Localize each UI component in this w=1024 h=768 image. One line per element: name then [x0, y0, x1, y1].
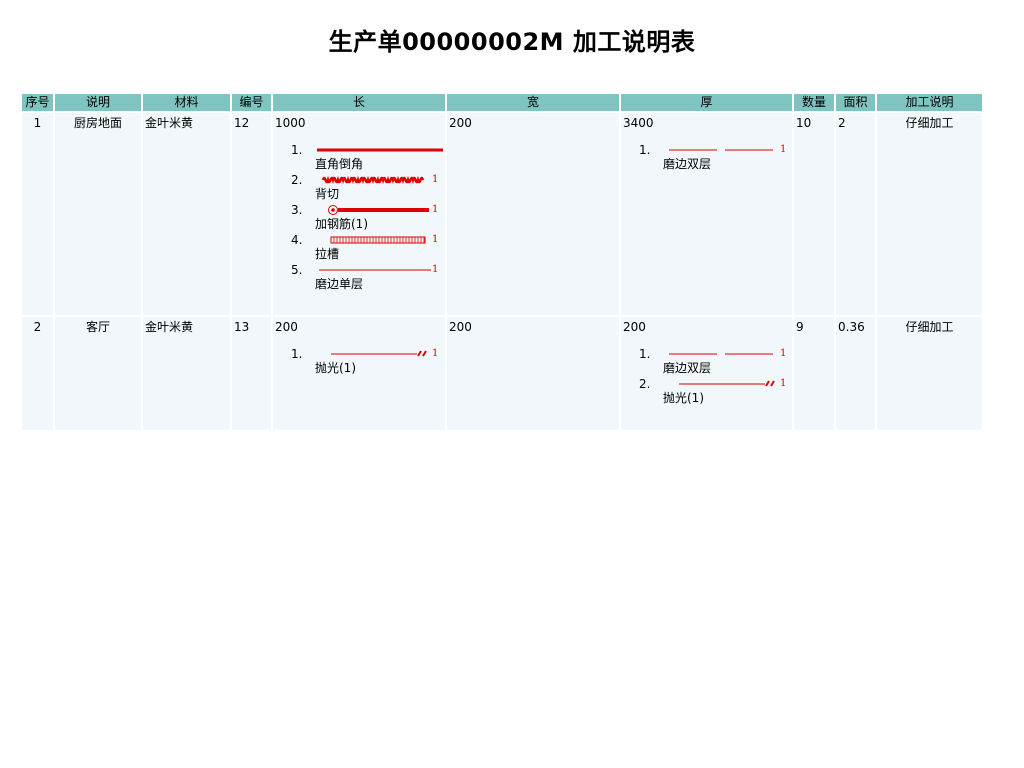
process-count: 1 — [432, 264, 439, 275]
cell-area: 0.36 — [835, 315, 877, 430]
thin-line-icon: 1 — [315, 263, 443, 277]
process-item-number: 5. — [291, 263, 303, 277]
process-item: 4. 1 拉槽 — [275, 233, 443, 261]
polish-line-icon: 1 — [663, 377, 791, 391]
column-header-seq: 序号 — [22, 94, 55, 112]
thickness-value: 3400 — [623, 116, 654, 130]
process-count: 1 — [432, 204, 439, 215]
cell-qty: 9 — [793, 315, 836, 430]
processing-table: 序号 说明 材料 编号 长 宽 厚 数量 面积 加工说明 1 厨房地面 金叶米黄… — [22, 94, 984, 430]
table-row: 2 客厅 金叶米黄 13 200 1. 1 抛光(1) 200 200 1. 1 磨… — [22, 315, 984, 430]
process-item-number: 2. — [291, 173, 303, 187]
cell-material: 金叶米黄 — [142, 315, 232, 430]
length-process-list: 1. 直角倒角 2. 1 背切 3. 1 加钢筋(1) 4. 1 拉槽 5. 1 磨边单层 — [275, 143, 443, 291]
column-header-code: 编号 — [231, 94, 273, 112]
column-header-process: 加工说明 — [876, 94, 984, 112]
process-count: 1 — [780, 348, 787, 359]
table-row: 1 厨房地面 金叶米黄 12 1000 1. 直角倒角 2. 1 背切 3. 1 加钢筋(1… — [22, 111, 984, 316]
process-item-number: 2. — [639, 377, 651, 391]
rebar-line-icon: 1 — [315, 203, 443, 217]
table-header-row: 序号 说明 材料 编号 长 宽 厚 数量 面积 加工说明 — [22, 94, 984, 112]
width-value: 200 — [449, 116, 472, 130]
process-count: 1 — [432, 348, 439, 359]
process-item-label: 直角倒角 — [315, 157, 364, 171]
column-header-width: 宽 — [446, 94, 621, 112]
column-header-qty: 数量 — [793, 94, 836, 112]
process-item: 3. 1 加钢筋(1) — [275, 203, 443, 231]
process-item-number: 1. — [291, 143, 303, 157]
cell-material: 金叶米黄 — [142, 111, 232, 316]
process-item-label: 拉槽 — [315, 247, 340, 261]
process-item: 1. 1 磨边双层 — [623, 347, 790, 375]
straight-thick-icon — [315, 143, 443, 157]
polish-line-icon: 1 — [315, 347, 443, 361]
process-item-number: 3. — [291, 203, 303, 217]
thickness-process-list: 1. 1 磨边双层 — [623, 143, 790, 171]
process-item: 2. 1 抛光(1) — [623, 377, 790, 405]
double-line-icon: 1 — [663, 143, 791, 157]
cell-code: 12 — [231, 111, 273, 316]
cell-desc: 厨房地面 — [54, 111, 143, 316]
page-title: 生产单00000002M 加工说明表 — [328, 28, 696, 56]
cell-desc: 客厅 — [54, 315, 143, 430]
thickness-process-list: 1. 1 磨边双层 2. 1 抛光(1) — [623, 347, 790, 405]
length-value: 1000 — [275, 116, 306, 130]
width-value: 200 — [449, 320, 472, 334]
cell-process: 仔细加工 — [876, 315, 984, 430]
wave-line-icon: 1 — [315, 173, 443, 187]
process-item: 1. 直角倒角 — [275, 143, 443, 171]
cell-length: 200 1. 1 抛光(1) — [272, 315, 447, 430]
column-header-desc: 说明 — [54, 94, 143, 112]
process-item-number: 4. — [291, 233, 303, 247]
column-header-length: 长 — [272, 94, 447, 112]
thickness-value: 200 — [623, 320, 646, 334]
process-item: 1. 1 抛光(1) — [275, 347, 443, 375]
process-count: 1 — [780, 378, 787, 389]
process-count: 1 — [432, 174, 439, 185]
process-item-label: 磨边双层 — [663, 361, 712, 375]
cell-length: 1000 1. 直角倒角 2. 1 背切 3. 1 加钢筋(1) 4. 1 拉槽 5. 1 磨边单层 — [272, 111, 447, 316]
process-item-label: 磨边单层 — [315, 277, 364, 291]
double-line-icon: 1 — [663, 347, 791, 361]
cell-thickness: 3400 1. 1 磨边双层 — [620, 111, 794, 316]
process-count: 1 — [432, 234, 439, 245]
process-item-number: 1. — [639, 347, 651, 361]
process-item: 2. 1 背切 — [275, 173, 443, 201]
process-item-label: 抛光(1) — [315, 361, 356, 375]
cell-code: 13 — [231, 315, 273, 430]
process-item-label: 背切 — [315, 187, 340, 201]
cell-area: 2 — [835, 111, 877, 316]
groove-line-icon: 1 — [315, 233, 443, 247]
process-item-label: 磨边双层 — [663, 157, 712, 171]
column-header-area: 面积 — [835, 94, 877, 112]
column-header-thickness: 厚 — [620, 94, 794, 112]
process-item-label: 抛光(1) — [663, 391, 704, 405]
cell-width: 200 — [446, 111, 621, 316]
process-item-label: 加钢筋(1) — [315, 217, 368, 231]
cell-qty: 10 — [793, 111, 836, 316]
length-process-list: 1. 1 抛光(1) — [275, 347, 443, 375]
process-item-number: 1. — [291, 347, 303, 361]
length-value: 200 — [275, 320, 298, 334]
cell-seq: 2 — [22, 315, 55, 430]
process-count: 1 — [780, 144, 787, 155]
process-item: 1. 1 磨边双层 — [623, 143, 790, 171]
cell-seq: 1 — [22, 111, 55, 316]
cell-process: 仔细加工 — [876, 111, 984, 316]
cell-width: 200 — [446, 315, 621, 430]
process-item-number: 1. — [639, 143, 651, 157]
cell-thickness: 200 1. 1 磨边双层 2. 1 抛光(1) — [620, 315, 794, 430]
process-item: 5. 1 磨边单层 — [275, 263, 443, 291]
column-header-material: 材料 — [142, 94, 232, 112]
